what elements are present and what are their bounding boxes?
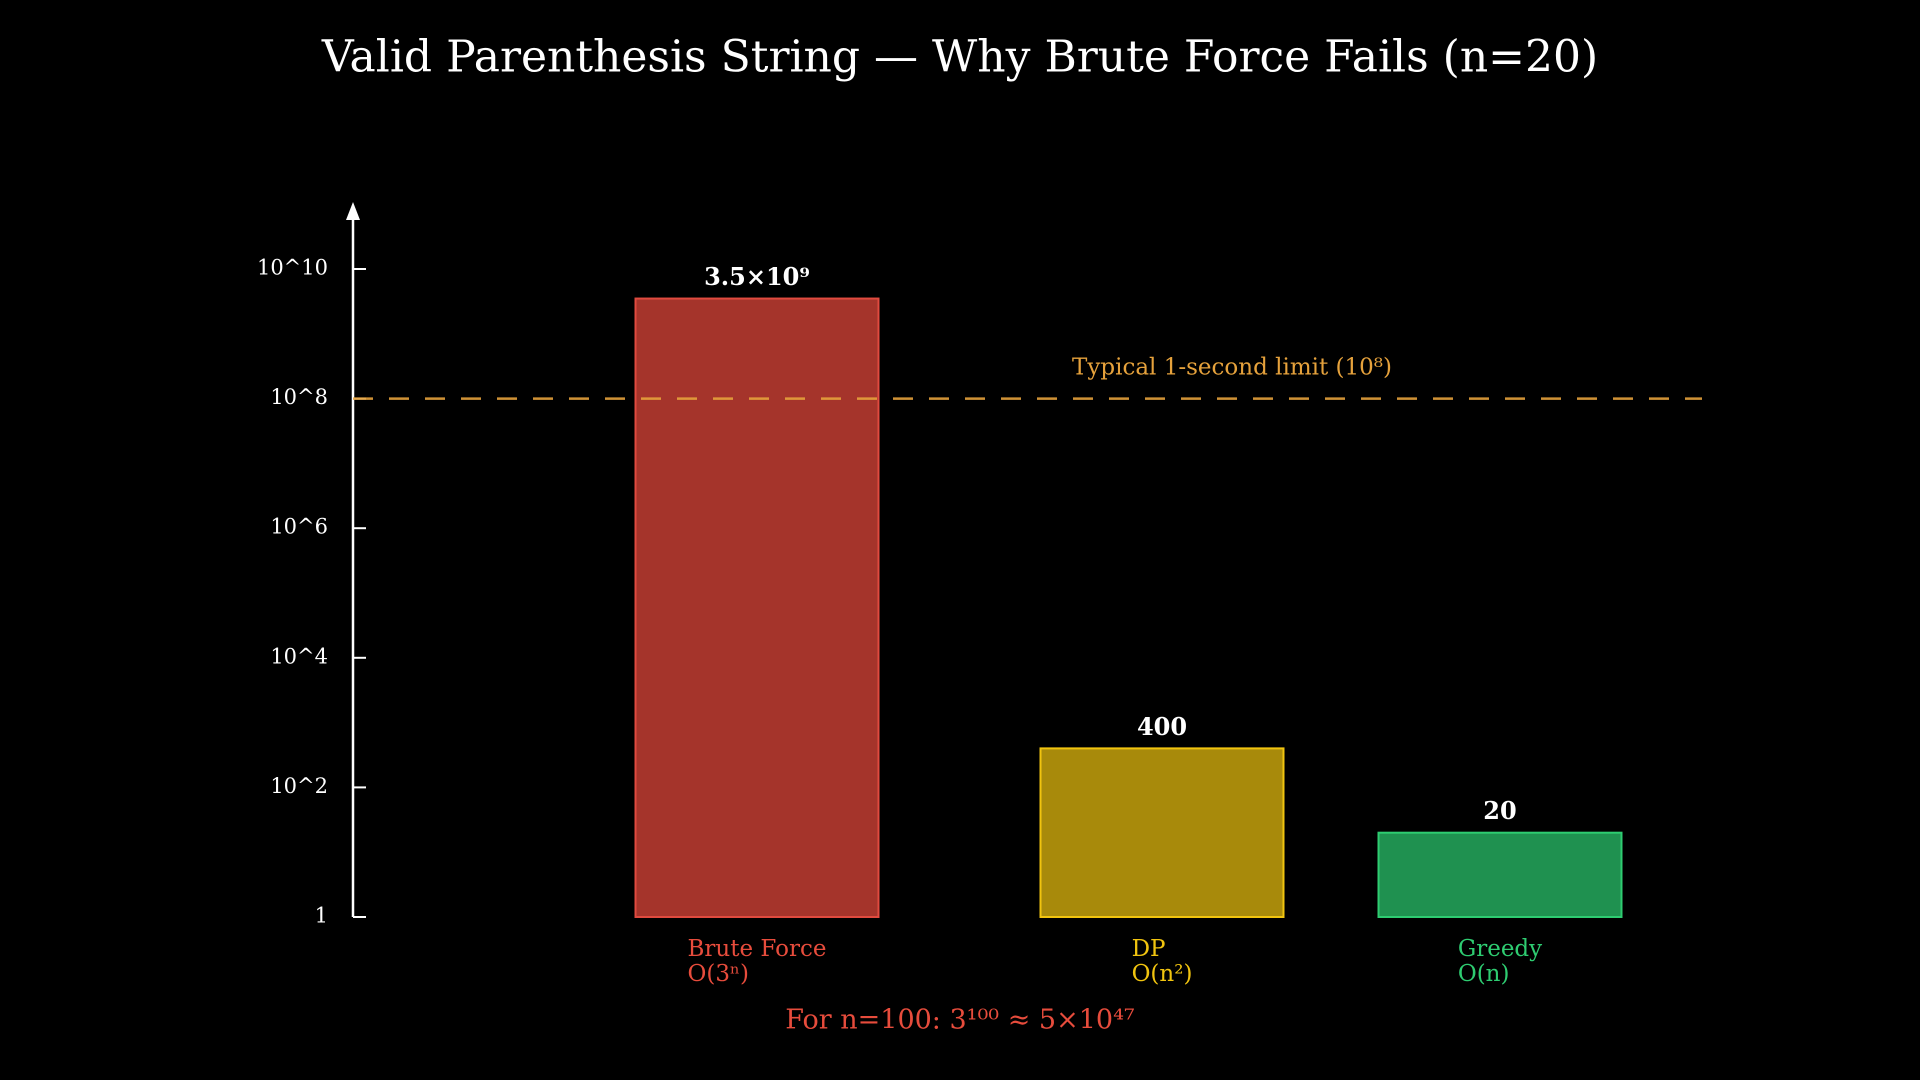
footnote: For n=100: 3¹⁰⁰ ≈ 5×10⁴⁷ (785, 1005, 1135, 1036)
y-tick-label: 10^6 (270, 515, 328, 539)
category-name: DP (1132, 936, 1166, 962)
y-axis-arrow (346, 202, 360, 220)
value-label: 3.5×10⁹ (704, 262, 810, 291)
category-complexity: O(n) (1458, 961, 1510, 987)
category-label: DPO(n²) (1132, 936, 1193, 987)
bar (1039, 747, 1285, 919)
reference-label: Typical 1-second limit (10⁸) (1072, 355, 1392, 381)
category-name: Brute Force (688, 936, 827, 962)
y-tick-label: 10^4 (270, 644, 328, 668)
y-tick-label: 1 (315, 904, 328, 928)
category-name: Greedy (1458, 936, 1542, 962)
bar (634, 297, 880, 919)
bar (1377, 831, 1623, 918)
chart-title: Valid Parenthesis String — Why Brute For… (321, 32, 1598, 83)
value-label: 400 (1137, 712, 1187, 741)
y-tick-label: 10^10 (257, 256, 328, 280)
category-complexity: O(n²) (1132, 961, 1193, 987)
category-complexity: O(3ⁿ) (688, 961, 749, 987)
y-tick-label: 10^8 (270, 385, 328, 409)
y-tick-label: 10^2 (270, 774, 328, 798)
value-label: 20 (1483, 796, 1516, 825)
